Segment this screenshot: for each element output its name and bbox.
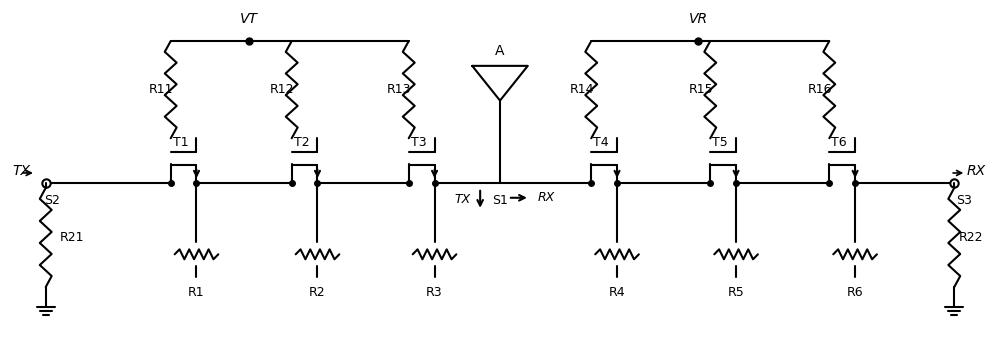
Text: T6: T6 xyxy=(831,136,847,149)
Text: R21: R21 xyxy=(60,231,84,244)
Text: VT: VT xyxy=(240,12,258,26)
Text: R3: R3 xyxy=(426,286,443,299)
Text: R11: R11 xyxy=(149,83,173,96)
Text: T5: T5 xyxy=(712,136,728,149)
Text: R16: R16 xyxy=(807,83,832,96)
Text: RX: RX xyxy=(967,164,986,178)
Text: TX: TX xyxy=(454,193,470,206)
Text: T2: T2 xyxy=(294,136,309,149)
Text: R1: R1 xyxy=(188,286,205,299)
Text: R22: R22 xyxy=(959,231,984,244)
Text: R2: R2 xyxy=(309,286,326,299)
Text: TX: TX xyxy=(12,164,30,178)
Text: R5: R5 xyxy=(728,286,744,299)
Text: S2: S2 xyxy=(44,194,60,207)
Text: R12: R12 xyxy=(270,83,294,96)
Text: T3: T3 xyxy=(411,136,426,149)
Text: R15: R15 xyxy=(688,83,713,96)
Text: R14: R14 xyxy=(569,83,594,96)
Text: VR: VR xyxy=(689,12,708,26)
Text: T4: T4 xyxy=(593,136,609,149)
Text: R13: R13 xyxy=(387,83,411,96)
Text: RX: RX xyxy=(538,191,555,204)
Text: R6: R6 xyxy=(847,286,863,299)
Text: T1: T1 xyxy=(173,136,188,149)
Text: A: A xyxy=(495,44,505,58)
Text: R4: R4 xyxy=(609,286,625,299)
Text: S3: S3 xyxy=(956,194,972,207)
Text: S1: S1 xyxy=(492,194,508,207)
